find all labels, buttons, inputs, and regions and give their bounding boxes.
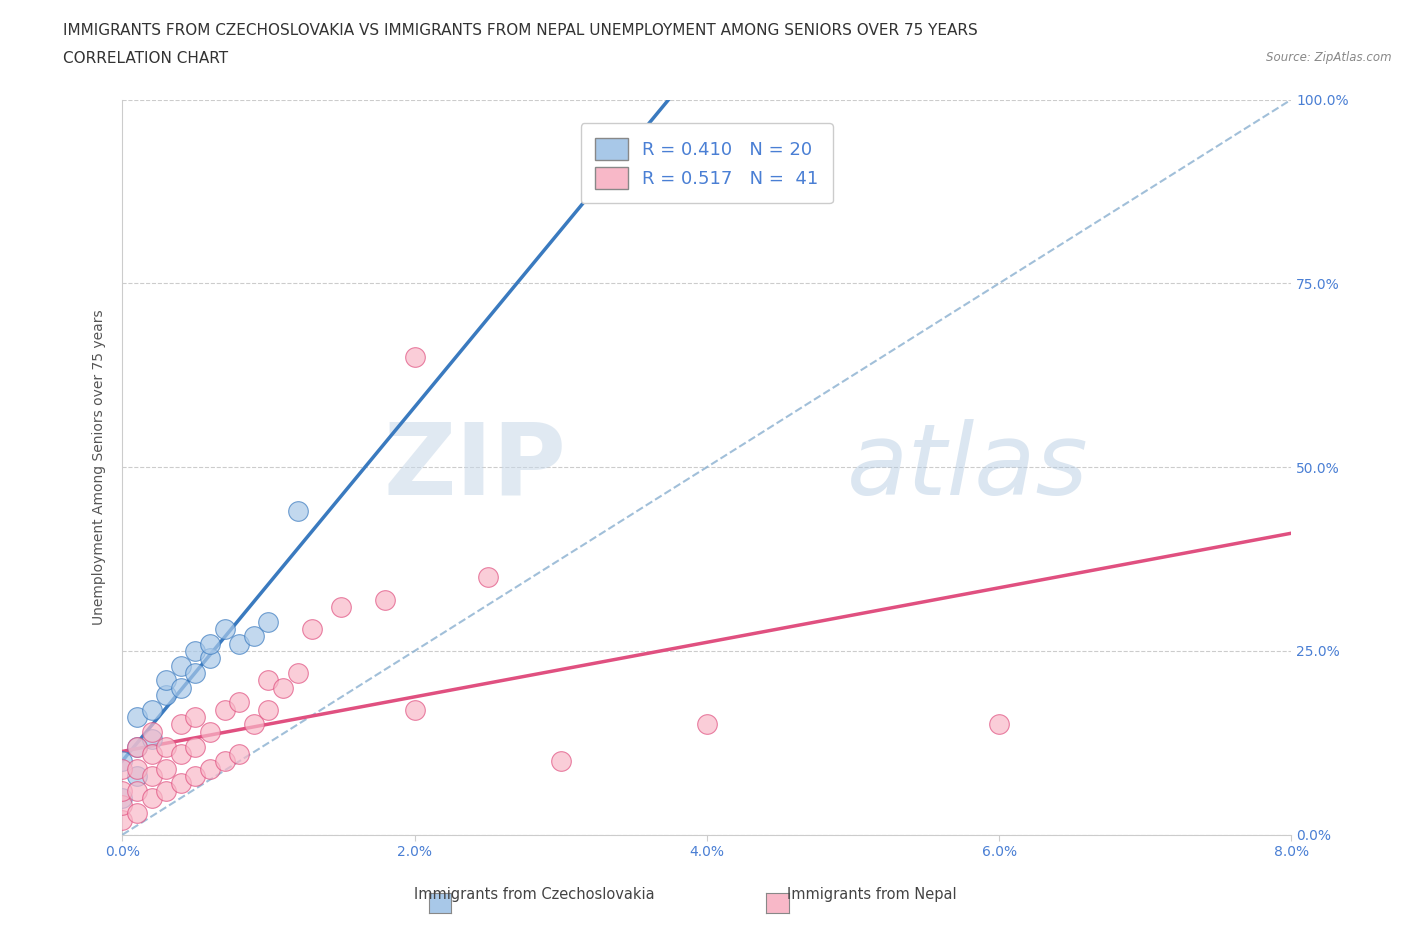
Point [155, 783, 177, 798]
Point [271, 681, 294, 696]
Point [404, 702, 426, 717]
Point [141, 702, 163, 717]
Text: Immigrants from Czechoslovakia: Immigrants from Czechoslovakia [413, 887, 655, 902]
Legend: R = 0.410   N = 20, R = 0.517   N =  41: R = 0.410 N = 20, R = 0.517 N = 41 [581, 124, 832, 204]
Point [477, 570, 499, 585]
Point [404, 350, 426, 365]
Point [374, 592, 396, 607]
Point [170, 717, 193, 732]
Point [243, 629, 266, 644]
Text: ZIP: ZIP [384, 418, 567, 515]
Point [287, 504, 309, 519]
Point [141, 732, 163, 747]
Point [155, 687, 177, 702]
Text: atlas: atlas [846, 418, 1088, 515]
Point [125, 710, 148, 724]
Point [125, 783, 148, 798]
Point [287, 666, 309, 681]
Point [198, 761, 221, 776]
Text: Immigrants from Nepal: Immigrants from Nepal [787, 887, 956, 902]
Point [301, 621, 323, 636]
Point [111, 761, 134, 776]
Point [330, 600, 353, 615]
Point [125, 739, 148, 754]
Y-axis label: Unemployment Among Seniors over 75 years: Unemployment Among Seniors over 75 years [93, 310, 107, 625]
Point [257, 702, 280, 717]
Point [550, 754, 572, 769]
Point [141, 747, 163, 762]
Point [696, 717, 718, 732]
Point [228, 747, 250, 762]
Point [111, 790, 134, 805]
Text: IMMIGRANTS FROM CZECHOSLOVAKIA VS IMMIGRANTS FROM NEPAL UNEMPLOYMENT AMONG SENIO: IMMIGRANTS FROM CZECHOSLOVAKIA VS IMMIGR… [63, 23, 979, 38]
Point [111, 754, 134, 769]
Point [155, 673, 177, 688]
Point [170, 658, 193, 673]
Point [155, 761, 177, 776]
Point [228, 636, 250, 651]
Point [170, 681, 193, 696]
Point [170, 776, 193, 790]
Point [184, 666, 207, 681]
Point [125, 761, 148, 776]
Point [184, 739, 207, 754]
Point [214, 621, 236, 636]
Point [141, 790, 163, 805]
Point [257, 614, 280, 629]
Point [184, 644, 207, 658]
Point [125, 768, 148, 783]
Text: CORRELATION CHART: CORRELATION CHART [63, 51, 228, 66]
Point [155, 739, 177, 754]
Point [111, 783, 134, 798]
Point [214, 702, 236, 717]
Point [170, 747, 193, 762]
Point [125, 805, 148, 820]
Point [228, 695, 250, 710]
Point [243, 717, 266, 732]
Point [141, 768, 163, 783]
Text: Source: ZipAtlas.com: Source: ZipAtlas.com [1267, 51, 1392, 64]
Point [111, 813, 134, 828]
Point [141, 724, 163, 739]
Point [988, 717, 1011, 732]
Point [125, 739, 148, 754]
Point [257, 673, 280, 688]
Point [111, 798, 134, 813]
Point [198, 651, 221, 666]
Point [198, 724, 221, 739]
Point [214, 754, 236, 769]
Point [198, 636, 221, 651]
Point [184, 710, 207, 724]
Point [184, 768, 207, 783]
